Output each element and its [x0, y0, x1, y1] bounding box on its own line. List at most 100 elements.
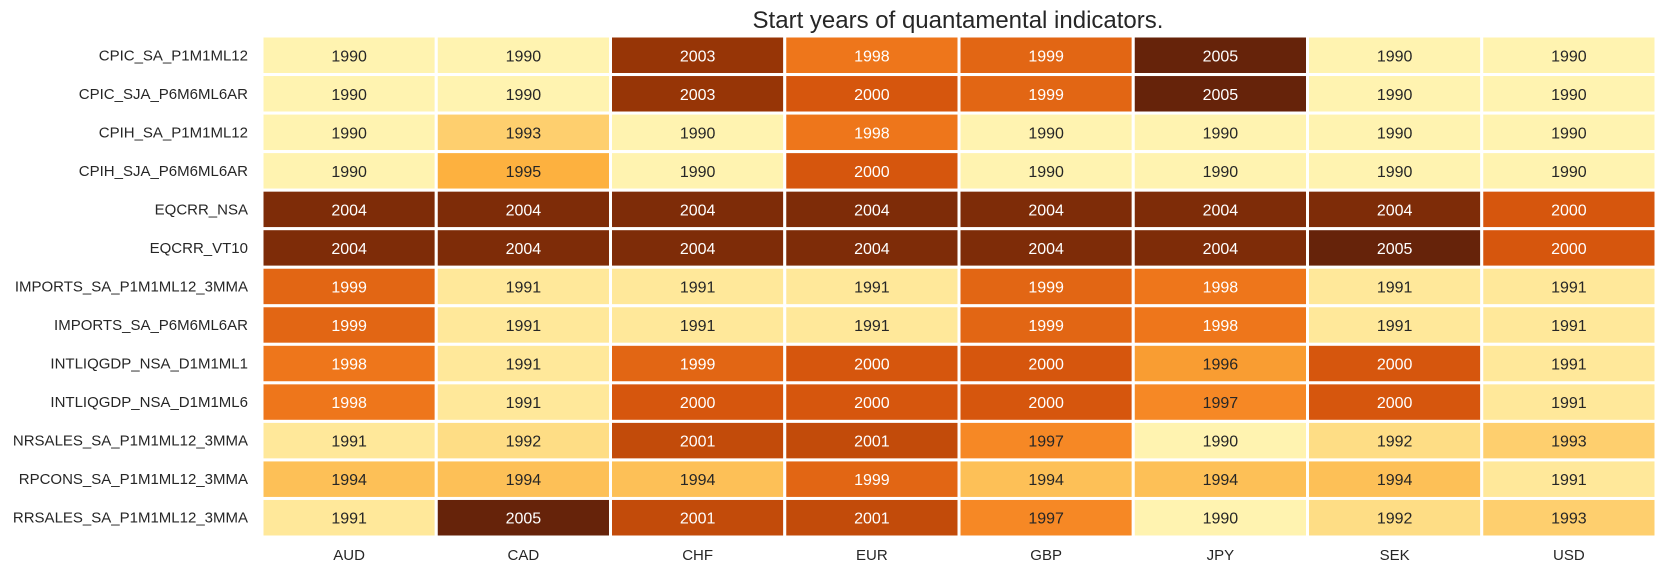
heatmap-cell: [1480, 458, 1658, 500]
cell-value-label: 1999: [331, 280, 367, 297]
x-tick-label: AUD: [333, 547, 365, 564]
cell-value-label: 1990: [1028, 164, 1064, 181]
cell-value-label: 1999: [1028, 280, 1064, 297]
cell-value-label: 1997: [1028, 434, 1064, 451]
heatmap-cell: [957, 304, 1135, 346]
cell-value-label: 1991: [1377, 280, 1413, 297]
heatmap-cell: [1480, 304, 1658, 346]
heatmap-cells: 1990 1990 2003 1998 1999 2005 1990 1990 1990 1990…: [260, 34, 1658, 539]
cell-value-label: 1990: [1203, 434, 1239, 451]
cell-value-label: 2005: [1203, 48, 1239, 65]
cell-value-label: 1992: [1377, 434, 1413, 451]
y-tick-label: NRSALES_SA_P1M1ML12_3MMA: [13, 433, 248, 450]
y-tick-label: CPIC_SJA_P6M6ML6AR: [79, 86, 248, 103]
heatmap-cell: [609, 496, 787, 539]
cell-value-label: 1990: [1551, 125, 1587, 142]
x-tick-label: CAD: [508, 547, 540, 564]
cell-value-label: 1991: [1551, 395, 1587, 412]
heatmap-cell: [434, 381, 612, 423]
heatmap-cell: [1480, 419, 1658, 462]
cell-value-label: 2000: [1028, 395, 1064, 412]
cell-value-label: 2004: [854, 241, 890, 258]
y-tick-label: RPCONS_SA_P1M1ML12_3MMA: [19, 471, 248, 488]
y-tick-label: IMPORTS_SA_P6M6ML6AR: [54, 317, 248, 334]
cell-value-label: 1994: [1028, 472, 1064, 489]
cell-value-label: 2000: [1377, 395, 1413, 412]
cell-value-label: 2000: [854, 87, 890, 104]
chart-title: Start years of quantamental indicators.: [753, 7, 1164, 34]
heatmap-cell: [260, 496, 438, 539]
cell-value-label: 2004: [1028, 202, 1064, 219]
heatmap-cell: [783, 342, 961, 385]
cell-value-label: 2004: [1028, 241, 1064, 258]
cell-value-label: 1991: [854, 318, 890, 335]
x-tick-label: CHF: [682, 547, 713, 564]
heatmap-cell: [434, 342, 612, 385]
y-tick-label: CPIH_SA_P1M1ML12: [99, 124, 248, 141]
cell-value-label: 1990: [1551, 48, 1587, 65]
heatmap-cell: [1480, 265, 1658, 308]
cell-value-label: 2001: [680, 434, 716, 451]
cell-value-label: 2004: [680, 241, 716, 258]
cell-value-label: 1990: [506, 48, 542, 65]
cell-value-label: 1990: [331, 87, 367, 104]
cell-value-label: 1998: [331, 395, 367, 412]
cell-value-label: 1999: [1028, 48, 1064, 65]
heatmap-cell: [434, 265, 612, 308]
heatmap-cell: [1480, 381, 1658, 423]
cell-value-label: 2004: [1203, 202, 1239, 219]
cell-value-label: 2000: [854, 164, 890, 181]
cell-value-label: 1990: [680, 164, 716, 181]
heatmap-cell: [1306, 381, 1484, 423]
heatmap-cell: [783, 73, 961, 115]
y-tick-label: RRSALES_SA_P1M1ML12_3MMA: [13, 510, 248, 527]
y-tick-label: CPIH_SJA_P6M6ML6AR: [79, 163, 248, 180]
heatmap-cell: [434, 496, 612, 539]
x-tick-label: EUR: [856, 547, 888, 564]
x-tick-label: SEK: [1380, 547, 1410, 564]
cell-value-label: 1999: [680, 357, 716, 374]
heatmap-cell: [609, 150, 787, 192]
cell-value-label: 2004: [1377, 202, 1413, 219]
cell-value-label: 1994: [1377, 472, 1413, 489]
heatmap-cell: [1480, 227, 1658, 269]
heatmap-cell: [783, 188, 961, 231]
cell-value-label: 1994: [1203, 472, 1239, 489]
cell-value-label: 1990: [331, 164, 367, 181]
cell-value-label: 1994: [506, 472, 542, 489]
cell-value-label: 1991: [1551, 357, 1587, 374]
cell-value-label: 1993: [1551, 434, 1587, 451]
y-tick-label: INTLIQGDP_NSA_D1M1ML1: [50, 356, 248, 373]
cell-value-label: 1993: [1551, 511, 1587, 528]
cell-value-label: 2004: [331, 202, 367, 219]
cell-value-label: 1990: [1377, 125, 1413, 142]
x-axis-labels: AUD CAD CHF EUR GBP JPY SEK USD: [333, 547, 1585, 564]
cell-value-label: 1990: [1028, 125, 1064, 142]
y-tick-label: EQCRR_NSA: [155, 201, 248, 218]
cell-value-label: 1991: [506, 280, 542, 297]
cell-value-label: 1991: [1551, 318, 1587, 335]
cell-value-label: 1991: [331, 434, 367, 451]
cell-value-label: 1990: [331, 48, 367, 65]
cell-value-label: 1990: [1203, 164, 1239, 181]
cell-value-label: 1992: [506, 434, 542, 451]
x-tick-label: JPY: [1207, 547, 1235, 564]
cell-value-label: 1998: [1203, 318, 1239, 335]
cell-value-label: 2005: [1377, 241, 1413, 258]
heatmap-cell: [957, 419, 1135, 462]
cell-value-label: 1994: [331, 472, 367, 489]
cell-value-label: 1992: [1377, 511, 1413, 528]
cell-value-label: 1991: [506, 318, 542, 335]
heatmap-cell: [957, 342, 1135, 385]
heatmap-cell: [1306, 150, 1484, 192]
cell-value-label: 1998: [854, 125, 890, 142]
heatmap-cell: [434, 419, 612, 462]
cell-value-label: 1993: [506, 125, 542, 142]
cell-value-label: 1999: [1028, 318, 1064, 335]
heatmap-cell: [1306, 111, 1484, 154]
heatmap-cell: [609, 265, 787, 308]
cell-value-label: 1991: [680, 318, 716, 335]
heatmap-cell: [957, 381, 1135, 423]
heatmap-cell: [1131, 381, 1309, 423]
